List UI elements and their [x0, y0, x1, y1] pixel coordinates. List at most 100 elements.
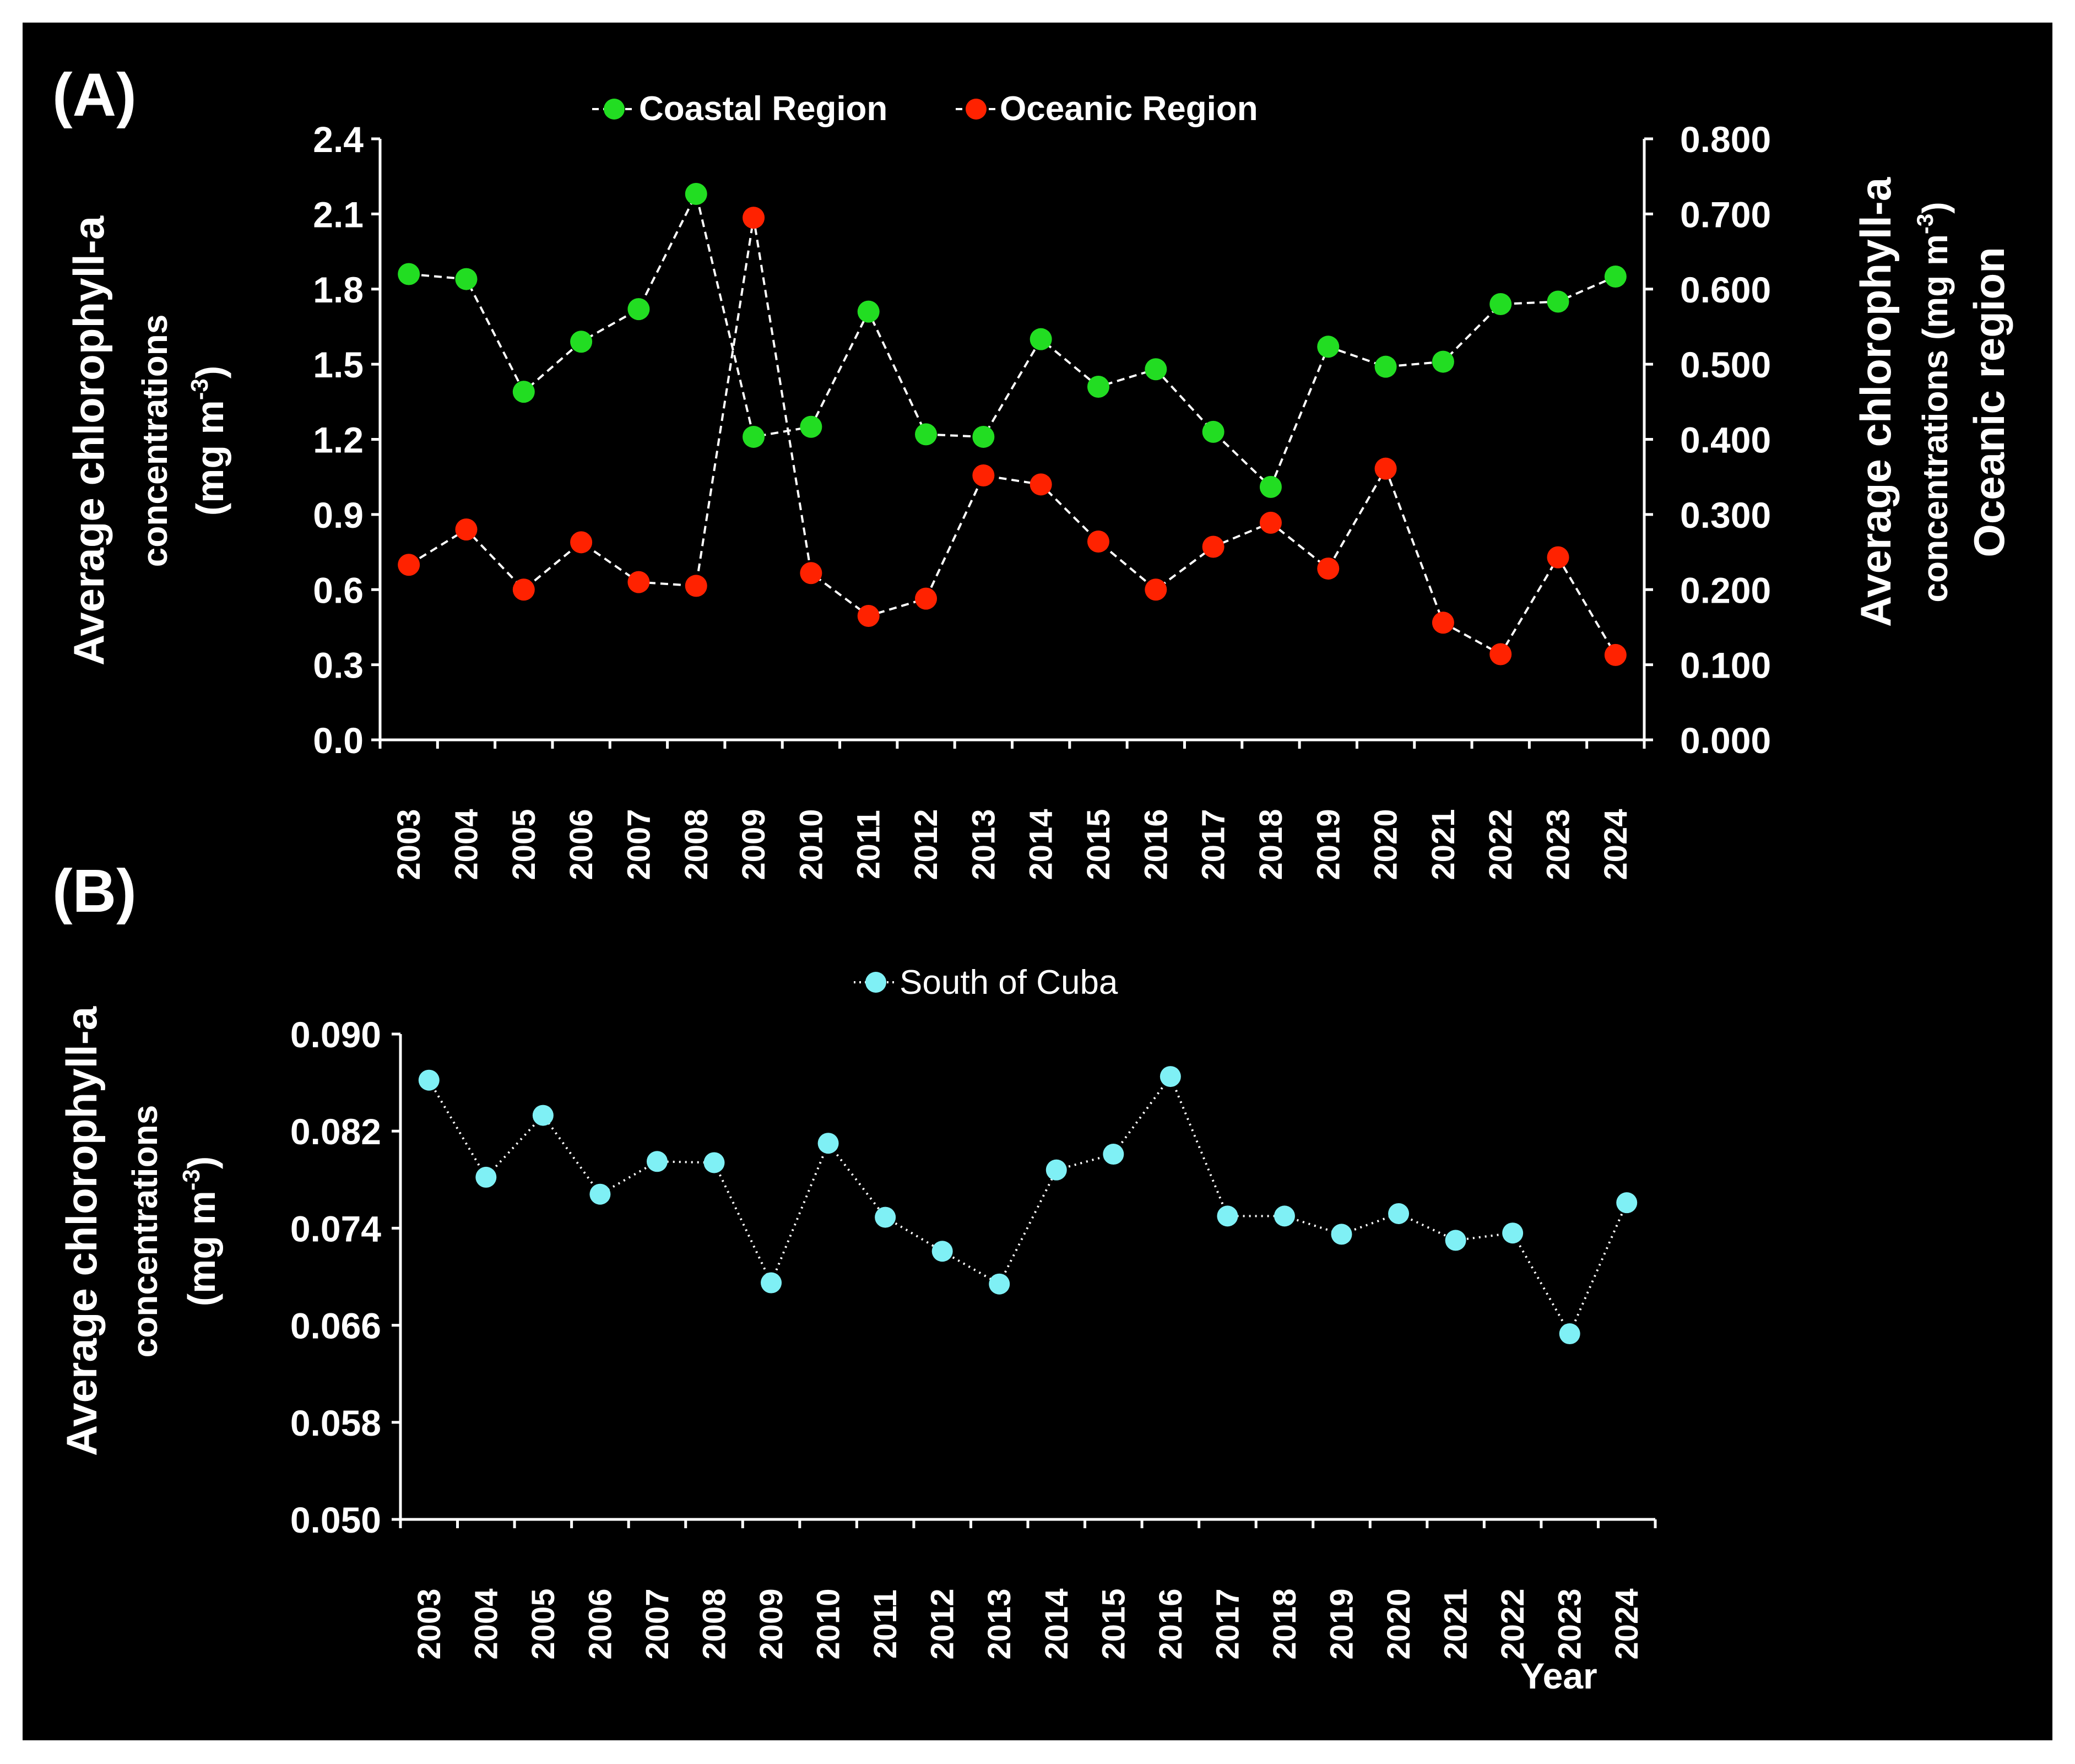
panel-b-x-tick-label: 2003 — [411, 1588, 447, 1659]
panel-b-legend: South of Cuba — [854, 964, 1118, 1002]
panel-b-x-tick-label: 2008 — [697, 1588, 733, 1659]
panel-b-x-tick-label: 2018 — [1267, 1588, 1303, 1659]
panel-b-x-tick-label: 2009 — [754, 1588, 789, 1659]
oceanic-point — [627, 571, 650, 593]
oceanic-point — [398, 554, 420, 576]
south-cuba-point — [532, 1105, 554, 1126]
panel-b-x-tick-label: 2017 — [1210, 1588, 1245, 1659]
panel-b-y-tick-label: 0.090 — [290, 1014, 381, 1055]
oceanic-point — [743, 207, 765, 229]
panel-b-series-points — [418, 1066, 1638, 1345]
south-cuba-point — [1388, 1203, 1410, 1224]
panel-a-right-unit-close: ) — [1915, 202, 1955, 213]
panel-a-right-tick-labels: 0.000 0.100 0.200 0.300 0.400 0.500 0.600 0.700… — [1680, 119, 1771, 761]
south-cuba-point — [1103, 1144, 1124, 1165]
south-cuba-point — [931, 1241, 953, 1262]
coastal-point — [1432, 350, 1454, 373]
south-cuba-point — [418, 1069, 440, 1091]
coastal-series-line — [408, 191, 1616, 489]
panel-a-x-tick-labels: 2003 2004 2005 2006 2007 2008 2009 2010 2011 2012… — [391, 809, 1634, 880]
panel-b-x-tick-label: 2015 — [1096, 1588, 1131, 1659]
figure-background — [22, 22, 2053, 1741]
coastal-point — [1604, 266, 1627, 288]
panel-a-right-unit-exponent: -3 — [1912, 214, 1938, 234]
panel-a-left-tick-label: 2.4 — [313, 119, 364, 160]
panel-a-right-tick-label: 0.600 — [1680, 269, 1771, 310]
panel-a: (A) Coastal Region Oceanic Region 0.0 0.3… — [52, 61, 2013, 880]
panel-b-x-tick-label: 2022 — [1495, 1588, 1531, 1659]
coastal-point — [743, 425, 765, 448]
panel-a-ticks — [371, 137, 1653, 749]
south-cuba-point — [1616, 1192, 1638, 1214]
panel-a-x-tick-label: 2011 — [851, 810, 887, 879]
south-cuba-point — [646, 1151, 668, 1172]
coastal-point — [1087, 376, 1109, 398]
legend-oceanic-label: Oceanic Region — [1000, 90, 1258, 128]
oceanic-point — [857, 604, 880, 627]
panel-a-x-tick-label: 2023 — [1541, 809, 1576, 880]
coastal-point — [1202, 420, 1225, 443]
panel-b: (B) South of Cuba 0.0500.0580.0660.0740.… — [52, 857, 1657, 1696]
panel-a-left-tick-labels: 0.0 0.3 0.6 0.9 1.2 1.5 1.8 2.1 2.4 — [313, 119, 364, 761]
panel-a-right-tick-label: 0.800 — [1680, 119, 1771, 160]
panel-a-x-tick-label: 2012 — [908, 809, 944, 880]
oceanic-point — [1202, 535, 1225, 558]
panel-a-x-tick-label: 2013 — [966, 809, 1001, 880]
panel-a-left-tick-label: 1.2 — [313, 420, 364, 461]
panel-a-x-tick-label: 2009 — [736, 809, 772, 880]
oceanic-series-line — [408, 217, 1617, 656]
south-cuba-point — [1559, 1323, 1580, 1345]
oceanic-point — [1547, 546, 1569, 569]
oceanic-point — [1374, 457, 1397, 480]
coastal-point — [627, 298, 650, 321]
panel-a-x-tick-label: 2021 — [1426, 809, 1461, 880]
oceanic-point — [570, 531, 593, 554]
legend-oceanic-marker — [966, 99, 987, 120]
south-cuba-point — [589, 1183, 611, 1205]
panel-b-ylabel-line2: concentrations — [125, 1105, 165, 1358]
coastal-point — [685, 183, 707, 205]
coastal-point — [1489, 293, 1512, 316]
panel-b-x-tick-label: 2016 — [1153, 1588, 1189, 1659]
panel-b-unit-text: (mg m — [180, 1191, 223, 1306]
legend-coastal-marker — [604, 99, 625, 120]
panel-a-left-unit-close: ) — [188, 366, 231, 378]
south-cuba-point — [875, 1206, 896, 1228]
coastal-point — [1317, 336, 1340, 358]
panel-a-right-tick-label: 0.500 — [1680, 344, 1771, 385]
panel-a-x-tick-label: 2010 — [793, 809, 829, 880]
panel-b-ylabel-line3: (mg m-3) — [178, 1156, 223, 1306]
coastal-point — [1145, 358, 1167, 381]
panel-b-y-tick-label: 0.066 — [290, 1306, 381, 1346]
south-cuba-point — [1217, 1205, 1238, 1227]
coastal-point — [1030, 328, 1052, 350]
panel-a-left-unit-text: (mg m — [188, 400, 231, 516]
panel-b-x-tick-label: 2014 — [1039, 1588, 1075, 1659]
panel-a-x-tick-label: 2024 — [1598, 809, 1634, 880]
panel-b-x-tick-labels: 2003 2004 2005 2006 2007 2008 2009 2010 2011 2012… — [411, 1588, 1645, 1659]
panel-b-x-tick-label: 2011 — [868, 1589, 903, 1659]
panel-a-left-tick-label: 1.5 — [313, 344, 364, 385]
panel-a-x-tick-label: 2003 — [391, 809, 427, 880]
oceanic-point — [800, 562, 822, 585]
panel-a-right-tick-label: 0.300 — [1680, 495, 1771, 535]
panel-b-x-tick-label: 2023 — [1552, 1588, 1588, 1659]
south-cuba-point — [1445, 1230, 1466, 1251]
oceanic-point — [1489, 643, 1512, 665]
panel-a-right-tick-label: 0.400 — [1680, 420, 1771, 461]
south-cuba-point — [761, 1272, 782, 1294]
coastal-point — [398, 263, 420, 285]
panel-b-x-tick-label: 2005 — [525, 1588, 561, 1659]
panel-b-x-tick-label: 2024 — [1609, 1588, 1645, 1659]
panel-a-left-tick-label: 1.8 — [313, 269, 364, 310]
oceanic-point — [1145, 578, 1167, 601]
oceanic-point — [1317, 558, 1340, 580]
south-cuba-point — [1331, 1224, 1352, 1245]
panel-a-left-ylabel-line3: (mg m-3) — [186, 366, 231, 516]
panel-a-series-lines — [408, 191, 1617, 656]
panel-a-left-tick-label: 0.3 — [313, 645, 364, 686]
panel-a-left-tick-label: 0.6 — [313, 570, 364, 610]
panel-a-right-ylabel-line2: concentrations (mg m-3) — [1912, 202, 1955, 602]
panel-b-ticks — [392, 1032, 1657, 1528]
